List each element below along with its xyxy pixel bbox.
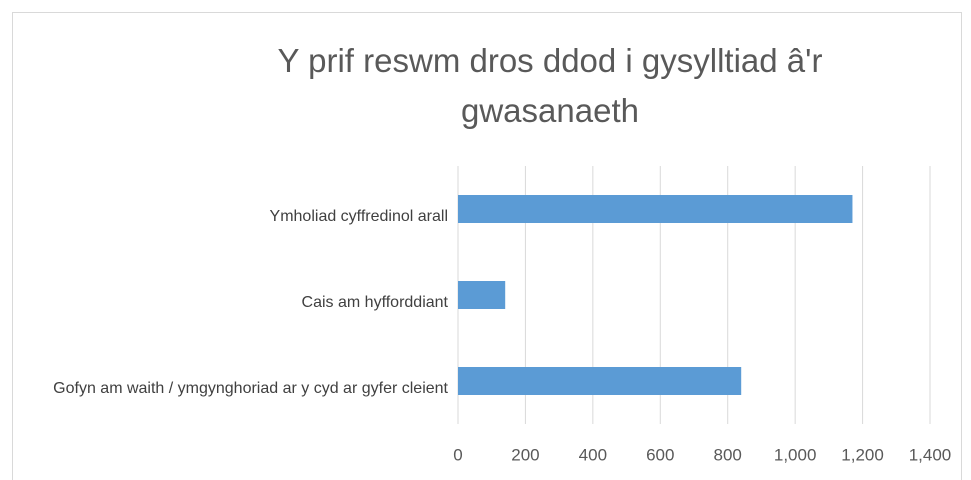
bar: [458, 195, 853, 223]
y-tick-label: Gofyn am waith / ymgynghoriad ar y cyd a…: [53, 380, 448, 397]
chart-title: Y prif reswm dros ddod i gysylltiad â'r …: [277, 42, 823, 129]
chart-border: [12, 12, 962, 480]
x-tick-label: 600: [646, 445, 674, 464]
y-tick-label: Cais am hyfforddiant: [301, 294, 448, 311]
x-tick-label: 0: [453, 445, 462, 464]
y-tick-label: Ymholiad cyffredinol arall: [269, 208, 448, 225]
bar: [458, 367, 742, 395]
x-tick-label: 1,000: [774, 445, 817, 464]
bar: [458, 281, 506, 309]
x-tick-label: 200: [511, 445, 539, 464]
x-tick-label: 1,200: [841, 445, 884, 464]
x-tick-label: 400: [579, 445, 607, 464]
x-tick-label: 1,400: [909, 445, 952, 464]
x-tick-label: 800: [714, 445, 742, 464]
